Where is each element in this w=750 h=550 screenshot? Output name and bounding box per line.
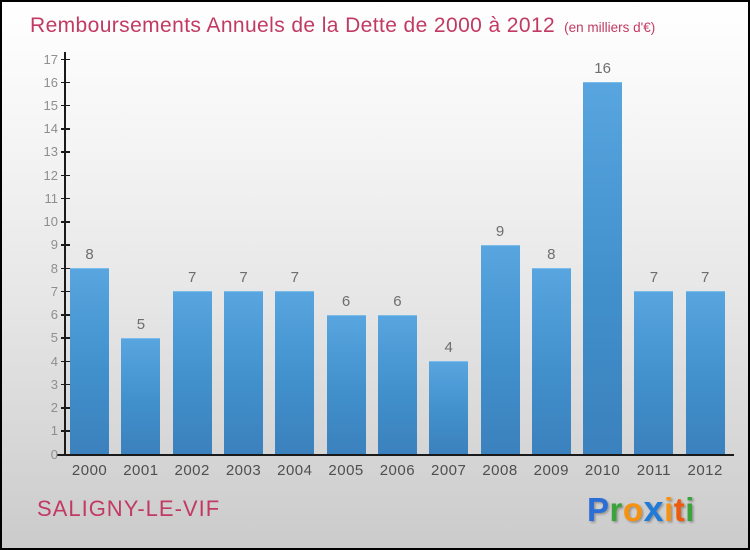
bar-value-label: 7 — [701, 269, 710, 287]
y-tick — [61, 453, 70, 455]
x-tick-label: 2011 — [636, 462, 672, 479]
x-tick-label: 2009 — [533, 462, 569, 479]
y-tick — [61, 267, 70, 270]
y-tick-label: 8 — [50, 260, 58, 276]
x-tick-label: 2012 — [687, 462, 723, 479]
bar-value-label: 7 — [649, 269, 659, 287]
y-tick — [61, 104, 70, 107]
y-tick-label: 16 — [43, 74, 58, 90]
x-tick-label: 2007 — [431, 462, 467, 479]
x-tick-label: 2010 — [584, 462, 621, 479]
bar — [326, 314, 366, 454]
proxiti-logo: Proxiti — [587, 488, 695, 530]
bar-value-label: 16 — [594, 60, 611, 78]
bar — [634, 291, 674, 454]
y-tick-label: 17 — [43, 51, 58, 67]
y-axis-line — [64, 52, 66, 456]
y-tick-label: 4 — [50, 353, 58, 369]
logo-letter: r — [609, 491, 623, 528]
chart-header: Remboursements Annuels de la Dette de 20… — [30, 14, 655, 38]
y-tick — [61, 244, 70, 246]
bar-value-label: 6 — [393, 292, 402, 310]
logo-letter: i — [685, 491, 695, 528]
y-tick-label: 12 — [43, 167, 58, 183]
y-tick-label: 14 — [43, 121, 58, 137]
x-tick-label: 2004 — [277, 462, 313, 479]
y-tick-label: 6 — [50, 307, 58, 323]
bar — [121, 337, 161, 454]
logo-letter: o — [622, 491, 644, 528]
y-tick-label: 15 — [43, 97, 58, 113]
y-tick — [61, 221, 70, 223]
bar-value-label: 6 — [341, 292, 351, 310]
logo-letter: t — [673, 491, 686, 528]
chart-title: Remboursements Annuels de la Dette de 20… — [30, 14, 556, 37]
bar — [685, 291, 725, 454]
y-tick — [61, 174, 70, 177]
y-tick — [61, 151, 70, 153]
y-tick-label: 13 — [43, 144, 58, 160]
x-tick-label: 2008 — [482, 462, 518, 479]
bar — [224, 291, 263, 454]
bar-value-label: 4 — [444, 339, 453, 357]
bar — [583, 82, 623, 454]
y-tick — [61, 383, 70, 386]
bar — [275, 291, 315, 454]
y-tick — [61, 407, 70, 409]
chart-subtitle: (en milliers d'€) — [564, 20, 656, 35]
bar-value-label: 7 — [239, 269, 248, 287]
y-tick — [61, 314, 70, 316]
y-tick-label: 10 — [43, 214, 58, 230]
bar — [429, 361, 469, 454]
y-tick-label: 7 — [50, 283, 58, 299]
y-tick — [61, 58, 70, 60]
y-tick-label: 5 — [50, 330, 58, 346]
x-tick-label: 2002 — [174, 462, 210, 479]
bar-value-label: 8 — [547, 246, 556, 264]
bar — [480, 244, 520, 454]
x-tick-label: 2006 — [379, 462, 416, 479]
y-tick-label: 3 — [50, 376, 58, 392]
y-tick — [61, 430, 70, 432]
bar-value-label: 5 — [136, 315, 146, 333]
y-tick — [61, 337, 70, 339]
bar — [70, 268, 110, 454]
y-tick-label: 1 — [50, 423, 58, 439]
y-tick — [61, 197, 70, 200]
logo-letter: P — [587, 491, 610, 528]
bar-value-label: 7 — [290, 269, 299, 287]
y-tick — [61, 360, 70, 363]
bar-value-label: 7 — [188, 269, 197, 287]
bar — [531, 268, 571, 454]
y-tick — [61, 81, 70, 84]
y-tick — [61, 128, 70, 130]
y-tick-label: 2 — [50, 400, 58, 416]
y-tick-label: 9 — [50, 237, 58, 253]
logo-x-icon: x — [643, 488, 665, 529]
y-tick-label: 11 — [44, 190, 59, 206]
x-tick-label: 2001 — [123, 462, 159, 479]
bar — [377, 314, 417, 454]
bar-value-label: 8 — [85, 246, 94, 264]
x-tick-label: 2000 — [71, 462, 108, 479]
logo-letter: i — [664, 491, 674, 528]
y-tick — [61, 290, 70, 293]
bar — [172, 291, 212, 454]
x-axis-line — [57, 454, 734, 456]
commune-name: SALIGNY-LE-VIF — [37, 496, 221, 521]
x-tick-label: 2005 — [328, 462, 364, 479]
y-tick-label: 0 — [50, 446, 58, 462]
bar-value-label: 9 — [495, 222, 505, 240]
x-tick-label: 2003 — [225, 462, 262, 479]
